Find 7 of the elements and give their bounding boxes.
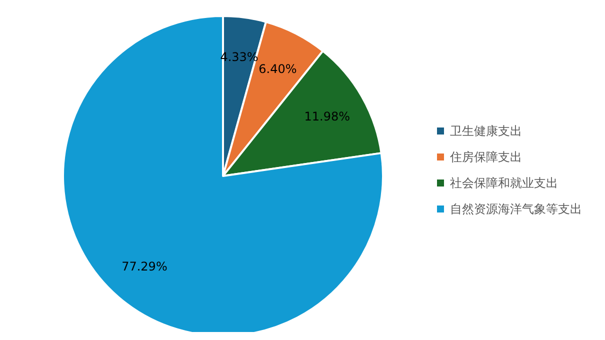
- data-label: 11.98%: [304, 109, 350, 124]
- legend-label: 住房保障支出: [449, 150, 522, 164]
- data-label: 6.40%: [258, 62, 297, 76]
- data-label: 77.29%: [122, 260, 168, 274]
- legend-label: 自然资源海洋气象等支出: [450, 202, 582, 216]
- legend-label: 社会保障和就业支出: [450, 176, 558, 190]
- legend-label: 卫生健康支出: [450, 124, 522, 138]
